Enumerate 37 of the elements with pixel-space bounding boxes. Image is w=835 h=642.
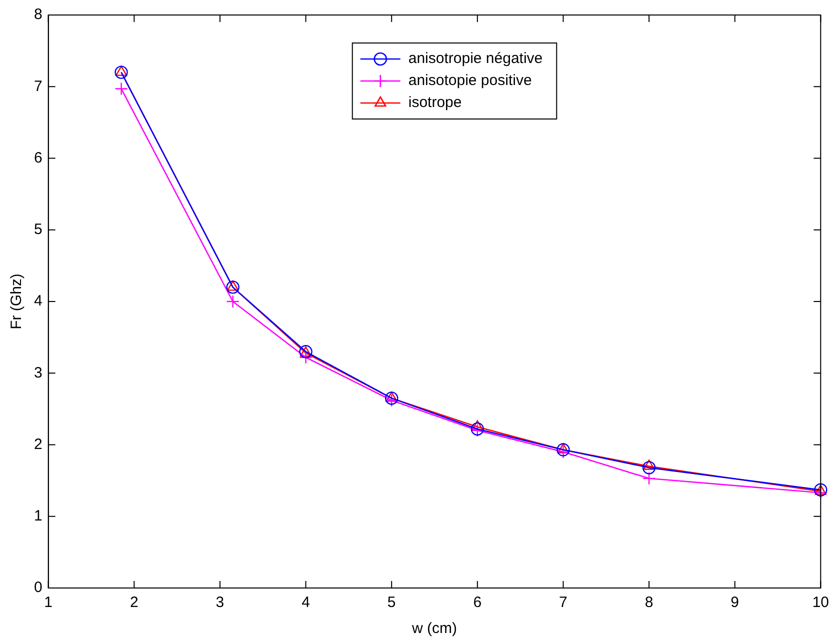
- y-tick-label: 3: [34, 364, 42, 382]
- x-tick-label: 8: [644, 594, 654, 612]
- point: [643, 460, 655, 470]
- x-tick-label: 5: [387, 594, 396, 612]
- y-tick-label: 2: [34, 436, 42, 453]
- point: [299, 350, 312, 364]
- legend-label: anisotopie positive: [408, 72, 532, 90]
- point: [227, 280, 239, 291]
- point: [114, 66, 128, 79]
- y-tick-label: 7: [34, 78, 42, 95]
- point: [226, 280, 240, 294]
- y-tick-label: 5: [34, 221, 42, 238]
- x-tick-label: 9: [730, 594, 740, 612]
- point: [115, 66, 128, 76]
- point: [556, 445, 570, 459]
- point: [814, 486, 828, 500]
- point: [556, 443, 570, 456]
- y-tick-label: 1: [34, 508, 42, 525]
- point: [226, 294, 240, 308]
- x-tick-label: 10: [812, 594, 829, 612]
- x-tick-label: 6: [473, 594, 482, 612]
- y-tick-label: 8: [34, 6, 42, 24]
- x-tick-label: 4: [302, 594, 310, 612]
- point: [386, 392, 398, 402]
- y-tick-label: 0: [34, 579, 42, 596]
- y-tick-label: 4: [34, 292, 42, 310]
- legend-label: isotrope: [408, 94, 462, 112]
- point: [114, 82, 128, 96]
- x-tick-label: 3: [216, 594, 224, 612]
- x-tick-label: 2: [130, 594, 138, 612]
- x-axis-title: w (cm): [411, 620, 457, 638]
- point: [642, 461, 656, 474]
- legend-label: anisotropie négative: [408, 50, 543, 68]
- y-tick-label: 6: [34, 149, 42, 166]
- point: [642, 472, 656, 486]
- x-tick-label: 7: [559, 594, 568, 612]
- y-axis-title: Fr (Ghz): [8, 274, 26, 330]
